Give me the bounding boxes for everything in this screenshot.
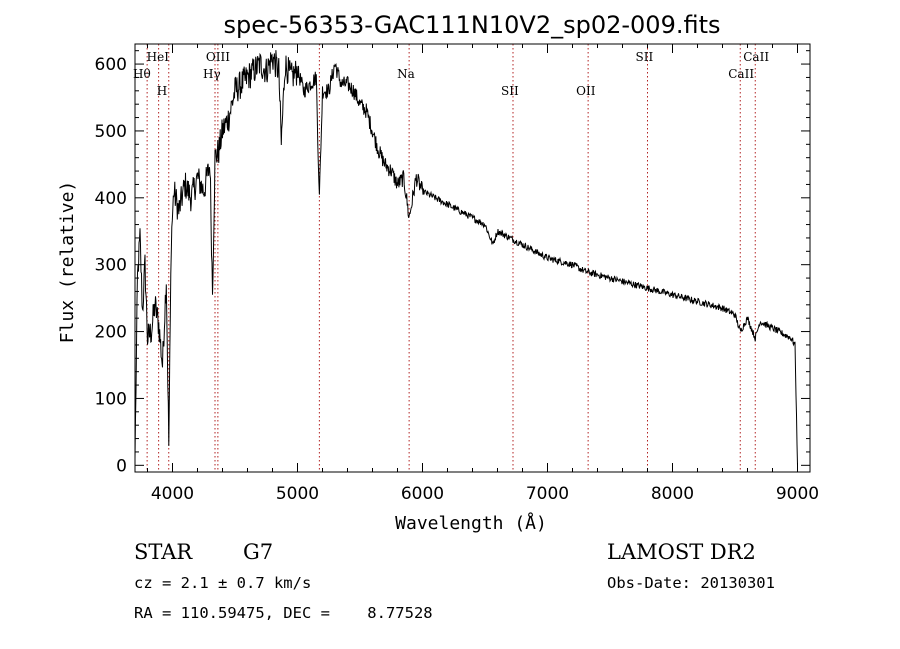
x-tick-label: 8000 bbox=[651, 484, 694, 504]
x-tick-label: 5000 bbox=[276, 484, 319, 504]
survey-name: LAMOST DR2 bbox=[607, 540, 756, 564]
plot-frame bbox=[134, 43, 811, 473]
spectral-line-label: HeI bbox=[147, 50, 170, 64]
spectral-line-label: H bbox=[157, 84, 167, 98]
spectral-line-label: SII bbox=[636, 50, 654, 64]
y-tick-label: 300 bbox=[95, 256, 127, 276]
y-tick-label: 600 bbox=[95, 55, 127, 75]
axes: 4000 5000 6000 7000 8000 9000 0 100 200 300 400 500… bbox=[95, 43, 819, 504]
x-tick-label: 7000 bbox=[526, 484, 569, 504]
object-type: STAR bbox=[134, 540, 193, 564]
y-tick-label: 200 bbox=[95, 323, 127, 343]
spectral-line-label: Na bbox=[397, 67, 415, 81]
spectral-line-labels: HeI Hθ H OIII Hγ Na SII OII SII CaII CaII bbox=[133, 50, 769, 98]
spectrum-series bbox=[135, 50, 798, 466]
spectral-line-label: CaII bbox=[728, 67, 754, 81]
redshift-value: cz = 2.1 ± 0.7 km/s bbox=[134, 574, 312, 592]
x-tick-label: 9000 bbox=[776, 484, 819, 504]
spectral-line-label: SII bbox=[501, 84, 519, 98]
x-tick-label: 4000 bbox=[151, 484, 194, 504]
spectral-line-markers bbox=[146, 44, 756, 472]
spectral-line-label: CaII bbox=[743, 50, 769, 64]
spectrum-line bbox=[135, 50, 798, 466]
observation-date: Obs-Date: 20130301 bbox=[607, 574, 775, 592]
chart-title: spec-56353-GAC111N10V2_sp02-009.fits bbox=[224, 11, 721, 39]
x-axis-label: Wavelength (Å) bbox=[395, 512, 547, 534]
x-tick-label: 6000 bbox=[401, 484, 444, 504]
spectral-line-label: OIII bbox=[206, 50, 230, 64]
object-subclass: G7 bbox=[243, 540, 274, 564]
spectral-line-label: Hγ bbox=[203, 67, 221, 81]
y-tick-label: 400 bbox=[95, 189, 127, 209]
spectrum-chart: spec-56353-GAC111N10V2_sp02-009.fits 400… bbox=[57, 11, 819, 534]
y-tick-label: 500 bbox=[95, 122, 127, 142]
spectral-line-label: Hθ bbox=[133, 67, 151, 81]
y-tick-label: 0 bbox=[116, 456, 127, 476]
y-tick-label: 100 bbox=[95, 389, 127, 409]
spectral-line-label: OII bbox=[576, 84, 596, 98]
y-axis-label: Flux (relative) bbox=[57, 181, 78, 344]
sky-coordinates: RA = 110.59475, DEC = 8.77528 bbox=[134, 604, 433, 622]
